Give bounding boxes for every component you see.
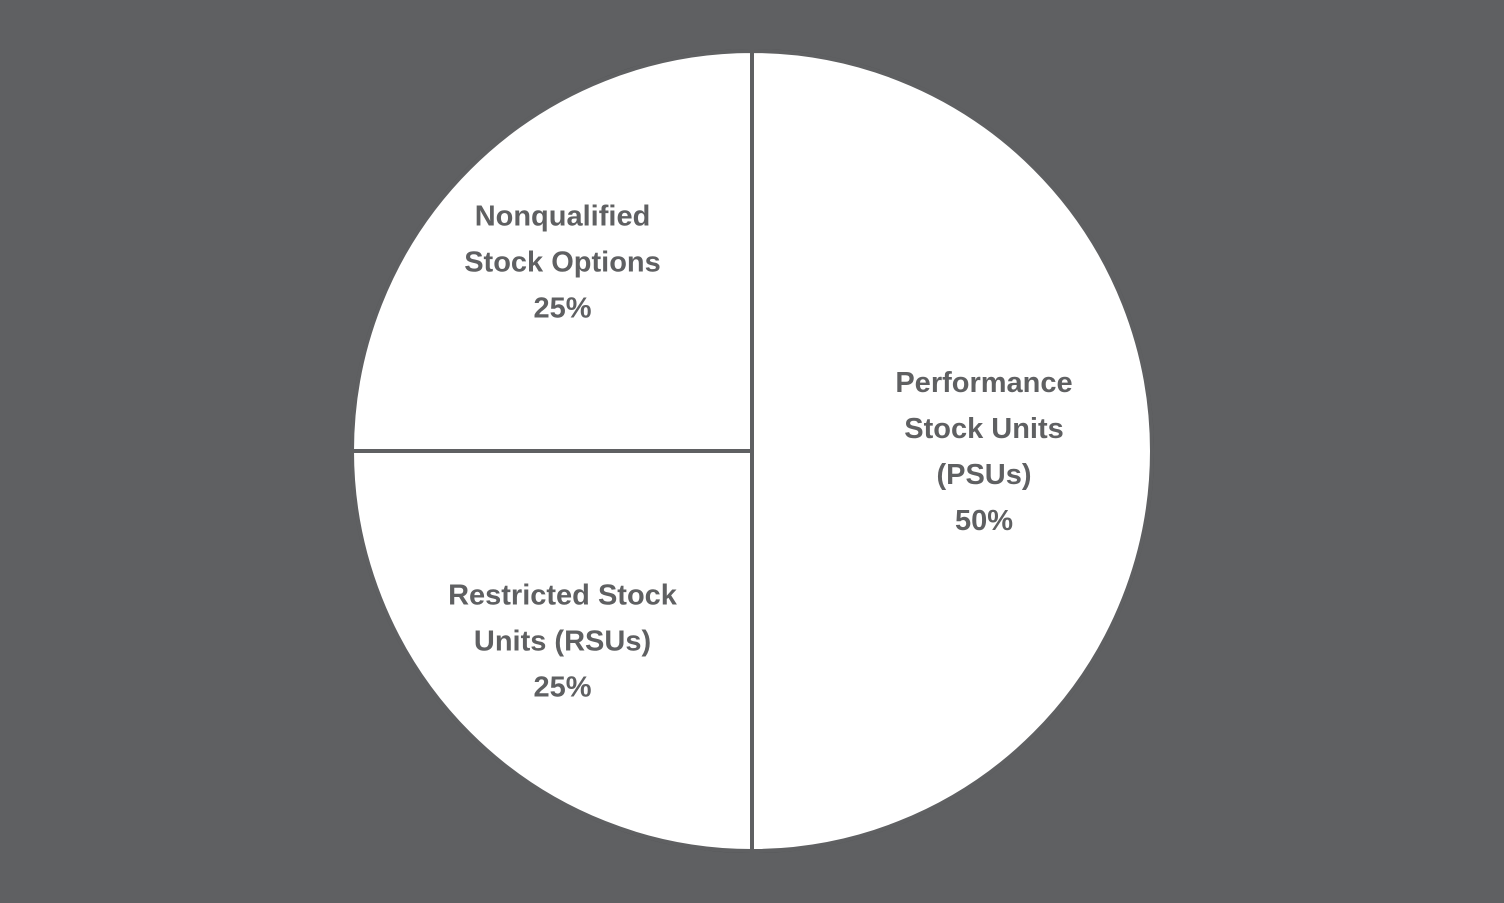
slice-label: Performance (895, 367, 1072, 399)
slice-label: Nonqualified (475, 200, 651, 232)
slice-label: Restricted Stock (448, 580, 678, 612)
slice-label: (PSUs) (936, 459, 1031, 491)
slice-label: Stock Units (904, 413, 1064, 445)
pie-slice-2 (349, 48, 754, 453)
slice-value-label: 50% (955, 505, 1013, 537)
slice-value-label: 25% (533, 292, 591, 324)
pie-slice-1 (349, 449, 754, 854)
slice-label: Stock Options (464, 246, 661, 278)
slice-label: Units (RSUs) (474, 626, 651, 658)
pie-slice-0 (750, 48, 1154, 854)
slice-value-label: 25% (533, 672, 591, 704)
